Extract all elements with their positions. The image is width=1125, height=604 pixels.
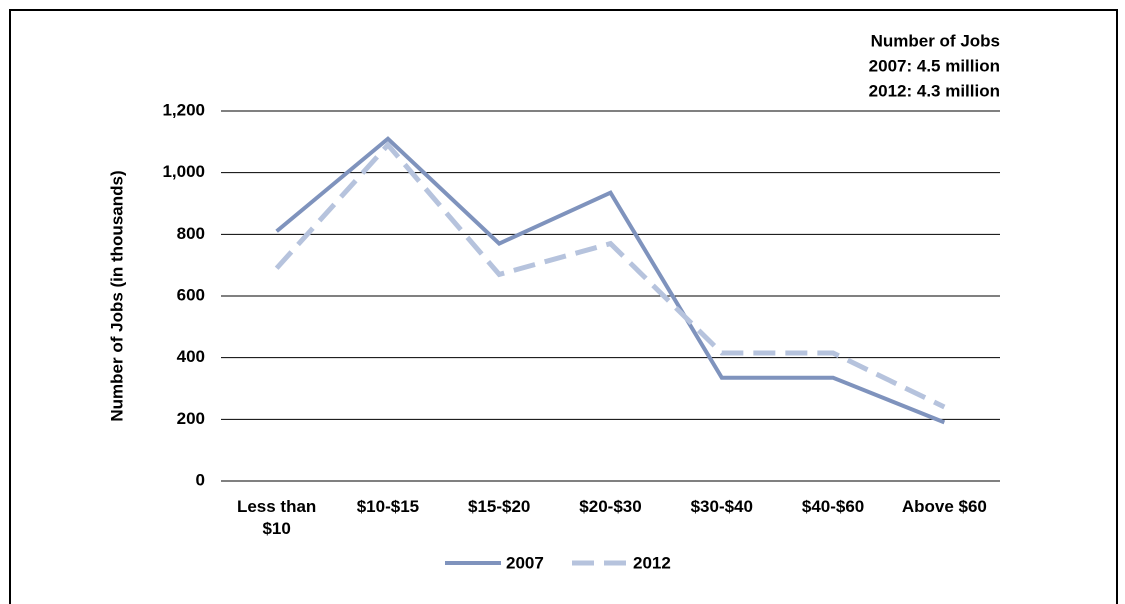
y-tick-label: 200	[177, 409, 205, 428]
y-tick-label: 1,200	[162, 100, 205, 119]
annotation: 2007: 4.5 million	[869, 56, 1000, 75]
y-tick-label: 600	[177, 285, 205, 304]
legend-label: 2012	[633, 553, 671, 572]
legend-label: 2007	[506, 553, 544, 572]
annotation: Number of Jobs	[871, 31, 1000, 50]
x-tick-label: Less than $10	[236, 497, 317, 538]
x-tick-label: $30-$40	[690, 497, 753, 516]
annotation: 2012: 4.3 million	[869, 81, 1000, 100]
x-tick-label: $40-$60	[801, 497, 865, 516]
y-tick-label: 800	[177, 224, 205, 243]
x-tick-label: $10-$15	[356, 497, 420, 516]
y-tick-label: 400	[177, 347, 205, 366]
series-line	[275, 136, 946, 425]
y-tick-label: 0	[196, 470, 205, 489]
series-line	[274, 141, 946, 410]
x-tick-label: $15-$20	[468, 497, 531, 516]
y-axis-label: Number of Jobs (in thousands)	[107, 170, 126, 421]
y-tick-label: 1,000	[162, 162, 205, 181]
x-tick-label: Above $60	[901, 497, 987, 516]
x-tick-label: $20-$30	[579, 497, 642, 516]
frame	[9, 9, 1118, 604]
